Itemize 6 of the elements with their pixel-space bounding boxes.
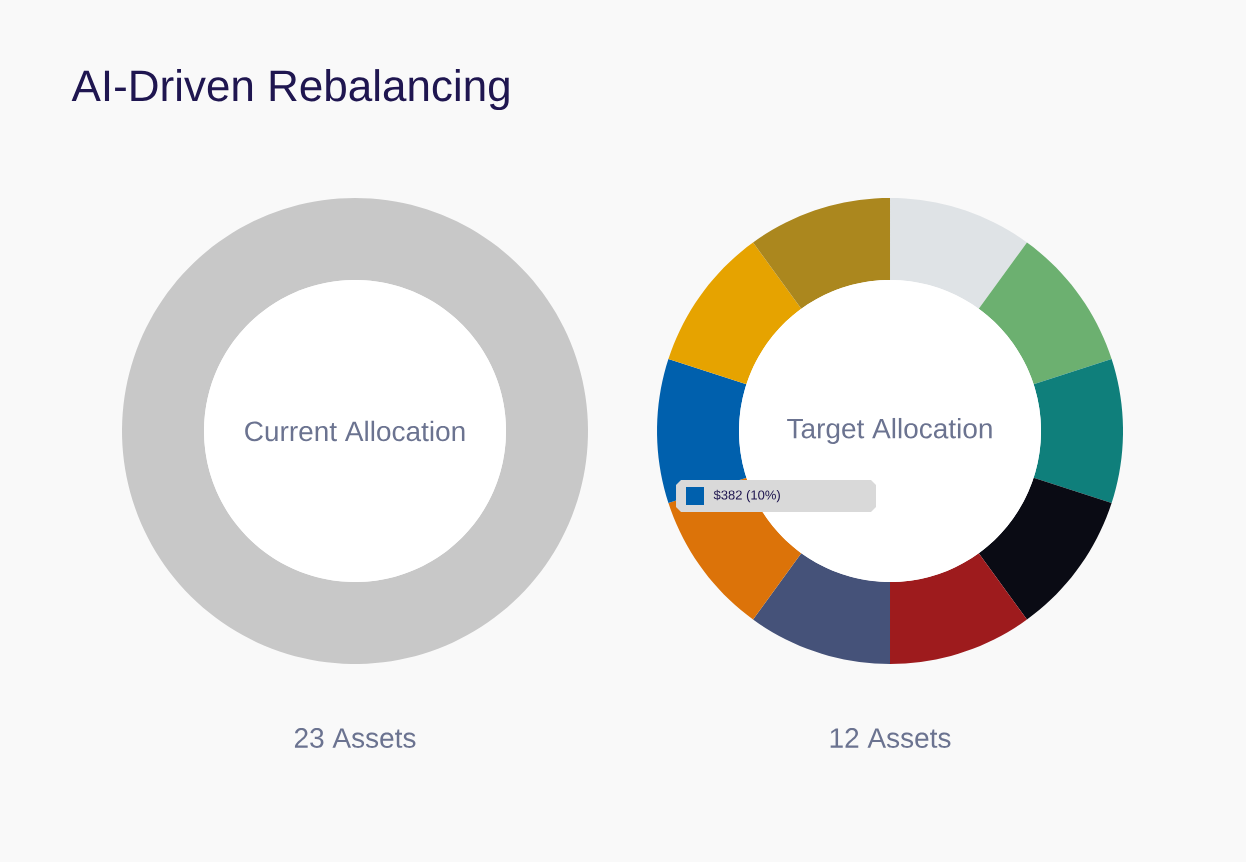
text: 23 Assets — [294, 728, 416, 748]
text: Current Allocation — [245, 420, 465, 442]
text: 12 Assets — [830, 728, 951, 748]
chart-title: AI-Driven Rebalancing — [71, 69, 509, 111]
text: $382 (10%) — [713, 489, 780, 503]
text: Target Allocation — [787, 417, 992, 445]
